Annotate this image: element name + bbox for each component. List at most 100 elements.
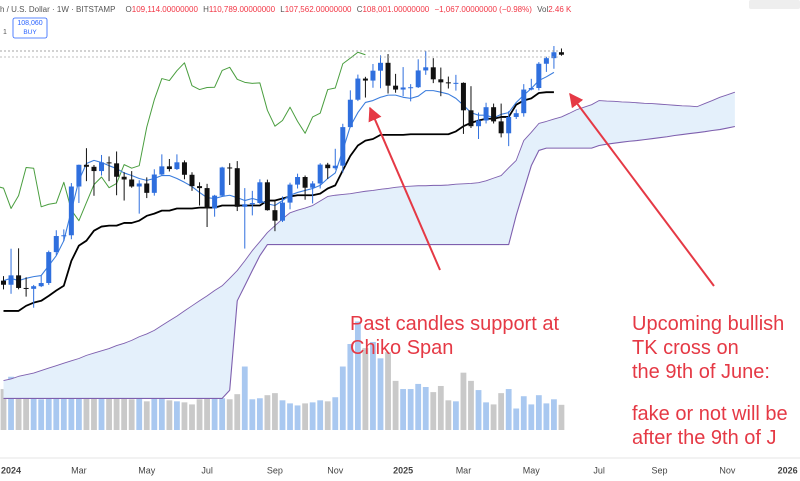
volume-bar [400, 389, 407, 430]
pane-number: 1 [3, 29, 7, 36]
candle-body [310, 183, 316, 188]
volume-bar [38, 399, 45, 430]
candle-body [362, 78, 368, 81]
volume-bar [68, 368, 75, 430]
volume-bar [151, 396, 158, 430]
candle-body [378, 62, 383, 71]
candle-body [234, 168, 240, 207]
candle-body [166, 166, 172, 170]
candle-body [340, 127, 346, 166]
toolbar-button[interactable] [749, 0, 800, 9]
volume-bar [91, 384, 97, 430]
volume-bar [15, 383, 22, 430]
candle-body [453, 82, 459, 84]
candle-body [257, 182, 263, 204]
candle-body [483, 107, 489, 121]
candle-body [38, 283, 44, 287]
ohlc-label: L [280, 5, 285, 14]
candle-body [46, 252, 52, 284]
annotation: Chiko Span [350, 337, 453, 359]
candle-body [498, 121, 504, 134]
volume-bar [528, 404, 535, 430]
candle-body [189, 174, 195, 187]
x-tick-label: Jul [201, 465, 213, 475]
buy-price: 108,060 [17, 20, 42, 27]
volume-bar [30, 393, 37, 430]
x-tick-label: 2026 [778, 465, 798, 475]
time-axis [0, 458, 800, 481]
candle-body [76, 164, 82, 187]
volume-bar [287, 403, 293, 430]
ohlc-value: 110,789.00000000 [209, 5, 276, 14]
x-tick-label: Sep [267, 465, 283, 475]
volume-bar [460, 372, 467, 430]
volume-bar [98, 393, 105, 430]
candle-body [423, 67, 429, 71]
candle-body [212, 195, 218, 209]
volume-bar [385, 352, 391, 430]
candle-body [415, 70, 421, 88]
x-tick-label: May [138, 465, 156, 475]
volume-bar [490, 404, 497, 430]
volume-bar [45, 390, 52, 430]
buy-label: BUY [23, 29, 37, 36]
candle-body [129, 179, 135, 187]
x-tick-label: May [523, 465, 541, 475]
volume-bar [513, 408, 520, 430]
candle-body [23, 287, 29, 289]
x-tick-label: Jul [593, 465, 605, 475]
volume-bar [53, 385, 60, 430]
volume-bar [121, 392, 128, 430]
volume-bar [226, 399, 233, 430]
candle-body [181, 162, 187, 175]
indicator-line [3, 91, 554, 312]
candle-body [279, 202, 285, 221]
candle-body [121, 176, 127, 180]
volume-bar [136, 387, 143, 430]
volume-bar [437, 385, 444, 430]
volume-bar [475, 390, 482, 430]
candle-body [370, 70, 376, 81]
candle-body [114, 163, 120, 177]
span-a [3, 91, 736, 382]
volume-value: 2.46 K [548, 5, 572, 14]
volume-bar [520, 396, 527, 430]
volume-bar [294, 405, 301, 430]
volume-bar [219, 398, 226, 430]
candle-body [159, 166, 165, 175]
buy-button[interactable] [12, 17, 48, 39]
candle-body [83, 164, 89, 167]
candle-body [302, 177, 308, 188]
volume-bar [189, 404, 195, 430]
chikou-span [0, 51, 366, 222]
candle-body [249, 203, 255, 205]
volume-bar [362, 348, 369, 430]
volume-bar [354, 321, 361, 430]
volume-bar [23, 391, 30, 430]
candle-body [400, 87, 406, 90]
candle-body [347, 99, 353, 128]
header: h / U.S. Dollar · 1W · BITSTAMP O109,114… [0, 5, 572, 14]
annotation: fake or not will be [632, 403, 788, 425]
candle-body [445, 82, 451, 84]
ohlc-value: 108,001.00000000 [362, 5, 429, 14]
volume-bar [430, 392, 437, 430]
volume-bar [241, 366, 248, 430]
candle-body [31, 286, 37, 289]
candle-body [151, 174, 157, 193]
volume-bar [535, 395, 542, 430]
candle-body [68, 186, 74, 236]
candle-body [1, 280, 6, 285]
volume-bar [158, 392, 165, 430]
volume-bar [339, 366, 346, 430]
candle-body [521, 89, 527, 114]
ohlc-label: O [126, 5, 132, 14]
annotation: Past candles support at [350, 313, 559, 335]
candle-body [430, 67, 436, 80]
candle-body [174, 162, 180, 170]
ohlc-label: C [357, 5, 363, 14]
volume-bar [483, 402, 489, 430]
volume-bar [8, 376, 14, 430]
volume-bar [83, 374, 90, 430]
